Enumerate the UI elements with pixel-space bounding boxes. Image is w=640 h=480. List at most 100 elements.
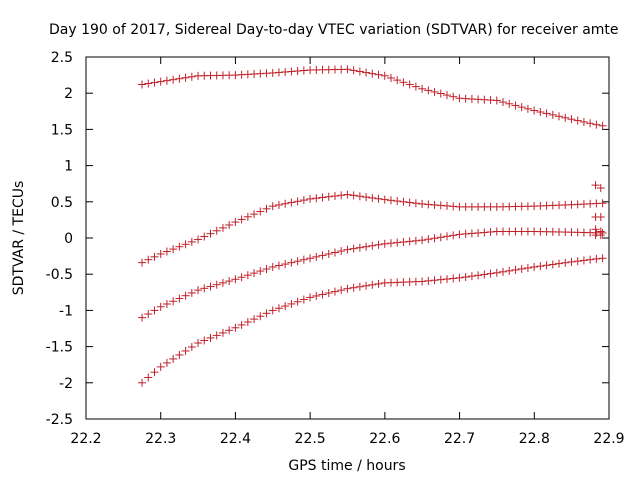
data-point-plus (150, 78, 159, 87)
data-point-plus (380, 71, 389, 80)
y-tick-label: 1 (64, 159, 73, 175)
data-point-plus (393, 197, 402, 206)
data-point-plus (299, 255, 308, 264)
data-point-plus (343, 190, 352, 199)
data-point-plus (324, 249, 333, 258)
data-point-plus (411, 199, 420, 208)
data-point-plus (243, 271, 252, 280)
y-tick-label: 0.5 (51, 195, 73, 211)
data-point-plus (598, 254, 607, 263)
data-point-plus (256, 267, 265, 276)
data-point-plus (200, 284, 209, 293)
data-point-plus (542, 109, 551, 118)
data-point-plus (299, 196, 308, 205)
data-point-plus (169, 354, 178, 363)
data-point-plus (586, 119, 595, 128)
data-point-plus (225, 220, 234, 229)
data-point-plus (293, 197, 302, 206)
data-point-plus (243, 212, 252, 221)
y-axis-label: SDTVAR / TECUs (11, 181, 27, 296)
data-point-plus (187, 288, 196, 297)
data-point-plus (368, 280, 377, 289)
data-point-plus (268, 262, 277, 271)
data-point-plus (362, 193, 371, 202)
data-point-plus (411, 82, 420, 91)
data-point-plus (237, 320, 246, 329)
data-point-plus (492, 268, 501, 277)
data-point-plus (362, 242, 371, 251)
y-tick-label: 0 (64, 231, 73, 247)
data-point-plus (567, 115, 576, 124)
data-point-plus (418, 236, 427, 245)
data-point-plus (281, 260, 290, 269)
data-point-plus (579, 117, 588, 126)
data-point-plus (349, 191, 358, 200)
data-point-plus (399, 237, 408, 246)
data-point-plus (530, 106, 539, 115)
data-point-plus (169, 75, 178, 84)
x-tick-label: 22.2 (70, 431, 101, 447)
data-point-plus (579, 256, 588, 265)
data-point-plus (175, 74, 184, 83)
data-point-plus (194, 338, 203, 347)
data-point-plus (293, 297, 302, 306)
data-point-plus (598, 121, 607, 130)
data-point-plus (187, 342, 196, 351)
data-point-plus (138, 80, 147, 89)
y-tick-label: 1.5 (51, 122, 73, 138)
data-point-plus (517, 103, 526, 112)
data-point-plus (138, 378, 147, 387)
data-point-plus (436, 89, 445, 98)
x-tick-label: 22.8 (519, 431, 550, 447)
data-point-plus (156, 302, 165, 311)
data-point-plus (505, 99, 514, 108)
y-tick-label: 2 (64, 86, 73, 102)
data-point-plus (274, 200, 283, 209)
data-point-plus (324, 192, 333, 201)
data-point-plus (430, 276, 439, 285)
data-point-plus (262, 204, 271, 213)
data-point-plus (144, 310, 153, 319)
data-point-plus (268, 306, 277, 315)
data-point-plus (262, 309, 271, 318)
data-point-plus (218, 223, 227, 232)
data-point-plus (380, 239, 389, 248)
data-point-plus (293, 257, 302, 266)
data-point-plus (362, 68, 371, 77)
x-tick-label: 22.4 (220, 431, 251, 447)
chart-title: Day 190 of 2017, Sidereal Day-to-day VTE… (49, 22, 619, 38)
data-point-plus (287, 258, 296, 267)
data-point-plus (355, 192, 364, 201)
data-point-plus (212, 331, 221, 340)
data-point-plus (306, 293, 315, 302)
data-point-plus (312, 194, 321, 203)
data-point-plus (194, 235, 203, 244)
data-point-plus (517, 264, 526, 273)
data-point-plus (424, 235, 433, 244)
data-point-plus (405, 237, 414, 246)
data-point-plus (343, 245, 352, 254)
data-point-plus (548, 260, 557, 269)
data-point-plus (368, 193, 377, 202)
data-point-plus (561, 258, 570, 267)
data-point-plus (330, 287, 339, 296)
data-point-plus (592, 254, 601, 263)
data-point-plus (256, 312, 265, 321)
data-point-plus (200, 336, 209, 345)
data-point-plus (355, 243, 364, 252)
data-point-plus (212, 226, 221, 235)
data-point-plus (424, 276, 433, 285)
data-point-plus (355, 282, 364, 291)
data-point-plus (386, 196, 395, 205)
data-points (138, 65, 607, 387)
data-point-plus (505, 266, 514, 275)
data-point-plus (324, 289, 333, 298)
data-point-plus (187, 72, 196, 81)
y-tick-label: -1.5 (46, 340, 73, 356)
data-point-plus (318, 290, 327, 299)
data-point-plus (281, 302, 290, 311)
data-point-plus (536, 262, 545, 271)
data-point-plus (424, 86, 433, 95)
data-point-plus (393, 76, 402, 85)
data-point-plus (225, 326, 234, 335)
